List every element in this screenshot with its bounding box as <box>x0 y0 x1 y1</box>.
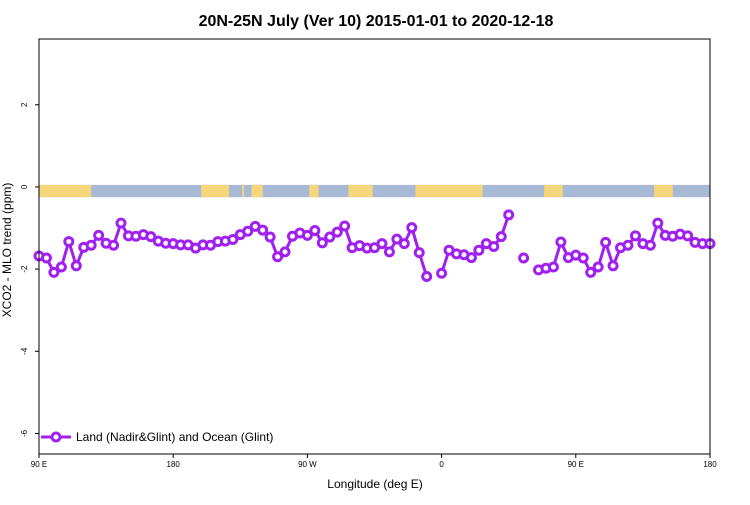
y-tick-label: 2 <box>20 102 29 107</box>
x-axis-label: Longitude (deg E) <box>327 477 422 491</box>
data-point <box>503 209 515 221</box>
data-point <box>145 231 157 243</box>
data-point <box>406 222 418 234</box>
map-land-segment <box>415 184 483 198</box>
data-point <box>93 229 105 241</box>
data-point <box>547 261 559 273</box>
data-point <box>555 236 567 248</box>
data-point <box>108 239 120 251</box>
plot-frame <box>38 38 711 455</box>
data-point <box>592 261 604 273</box>
data-point <box>48 266 60 278</box>
x-axis: 90 E 180 90 W 0 90 E 180 <box>31 454 717 469</box>
y-axis-label: XCO2 - MLO trend (ppm) <box>0 183 14 318</box>
legend: Land (Nadir&Glint) and Ocean (Glint) <box>41 430 273 444</box>
data-point <box>279 246 291 258</box>
data-point <box>309 224 321 236</box>
data-point <box>518 252 530 264</box>
data-point <box>682 230 694 242</box>
y-tick-label: 0 <box>20 184 29 189</box>
map-land-segment <box>242 184 245 198</box>
data-point <box>488 241 500 252</box>
data-point <box>331 226 343 238</box>
x-tick-label: 90 E <box>31 460 47 469</box>
data-point <box>376 238 388 250</box>
data-point <box>585 266 597 278</box>
data-point <box>398 238 410 250</box>
y-tick-label: -4 <box>20 347 29 355</box>
data-point <box>324 231 336 243</box>
data-point <box>70 260 82 272</box>
data-point <box>413 247 425 259</box>
x-tick-label: 180 <box>703 460 717 469</box>
data-point <box>465 252 477 264</box>
x-tick-label: 90 E <box>568 460 584 469</box>
data-point <box>63 236 75 248</box>
y-axis: 2 0 -2 -4 -6 <box>20 102 39 437</box>
data-point <box>115 217 127 229</box>
data-point <box>264 231 276 243</box>
data-point <box>316 237 328 249</box>
map-land-segment <box>201 184 230 198</box>
data-point <box>242 225 254 237</box>
x-tick-label: 180 <box>167 460 181 469</box>
data-point <box>644 239 656 251</box>
x-tick-label: 90 W <box>298 460 317 469</box>
map-strip <box>39 184 710 198</box>
data-point <box>257 224 269 236</box>
data-point <box>301 229 313 241</box>
data-point <box>600 236 612 248</box>
y-tick-label: -6 <box>20 429 29 437</box>
series-layer <box>33 209 716 282</box>
map-land-segment <box>251 184 263 198</box>
map-land-segment <box>654 184 673 198</box>
chart-title: 20N-25N July (Ver 10) 2015-01-01 to 2020… <box>199 13 554 30</box>
data-point <box>629 230 641 242</box>
data-point <box>227 234 239 246</box>
data-point <box>652 217 664 229</box>
map-land-segment <box>348 184 373 198</box>
data-point <box>577 252 589 264</box>
data-point <box>272 251 284 263</box>
data-point <box>40 252 52 264</box>
data-point <box>391 233 403 245</box>
data-point <box>622 239 634 251</box>
map-land-segment <box>39 184 92 198</box>
data-point <box>55 261 67 273</box>
map-land-segment <box>544 184 563 198</box>
data-point <box>339 220 351 232</box>
data-point <box>436 267 448 279</box>
legend-point-marker <box>50 431 62 443</box>
data-point <box>607 260 619 272</box>
data-point <box>383 246 395 258</box>
data-point <box>473 244 485 256</box>
data-point <box>421 270 433 282</box>
y-tick-label: -2 <box>20 265 29 273</box>
map-land-segment <box>309 184 319 198</box>
data-point <box>495 231 507 243</box>
legend-series-label: Land (Nadir&Glint) and Ocean (Glint) <box>76 430 273 444</box>
data-point <box>85 239 97 251</box>
x-tick-label: 0 <box>439 460 444 469</box>
map-ocean-band <box>39 184 710 198</box>
